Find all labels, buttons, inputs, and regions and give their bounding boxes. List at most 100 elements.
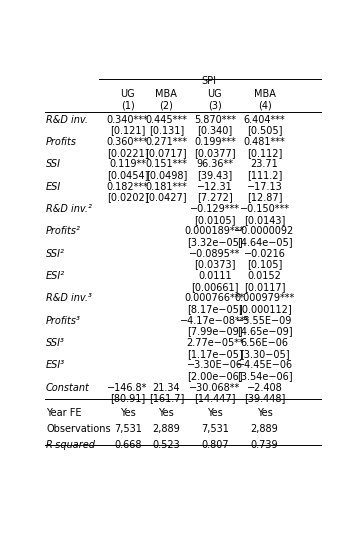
Text: [80.91]: [80.91] [110,393,145,403]
Text: [7.272]: [7.272] [197,193,233,203]
Text: −0.0216: −0.0216 [243,249,286,259]
Text: [0.0377]: [0.0377] [194,148,236,158]
Text: SSI³: SSI³ [46,338,65,348]
Text: −0.0000092: −0.0000092 [235,227,295,237]
Text: (3): (3) [208,100,222,110]
Text: [12.87]: [12.87] [247,193,282,203]
Text: −30.068**: −30.068** [189,383,240,393]
Text: 7,531: 7,531 [201,424,229,434]
Text: 2,889: 2,889 [152,424,180,434]
Text: [0.0427]: [0.0427] [146,193,187,203]
Text: Yes: Yes [257,408,272,418]
Text: [4.64e−05]: [4.64e−05] [237,237,292,247]
Text: 0.000189***: 0.000189*** [185,227,245,237]
Text: 0.271***: 0.271*** [145,137,187,147]
Text: −0.0895**: −0.0895** [189,249,241,259]
Text: 6.404***: 6.404*** [244,114,286,124]
Text: [0.121]: [0.121] [110,126,145,136]
Text: Yes: Yes [207,408,223,418]
Text: [0.0373]: [0.0373] [194,259,236,270]
Text: (1): (1) [121,100,135,110]
Text: ESI: ESI [46,182,61,192]
Text: Profits³: Profits³ [46,316,81,326]
Text: UG: UG [120,89,135,99]
Text: 0.668: 0.668 [114,440,141,450]
Text: R&D inv.: R&D inv. [46,114,88,124]
Text: Profits²: Profits² [46,227,81,237]
Text: 0.523: 0.523 [152,440,180,450]
Text: [0.0117]: [0.0117] [244,282,285,292]
Text: −12.31: −12.31 [197,182,233,192]
Text: SPI: SPI [202,76,217,86]
Text: [0.505]: [0.505] [247,126,282,136]
Text: Observations: Observations [46,424,111,434]
Text: 6.56E−06: 6.56E−06 [241,338,288,348]
Text: 0.181***: 0.181*** [146,182,187,192]
Text: [111.2]: [111.2] [247,170,282,180]
Text: −4.45E−06: −4.45E−06 [237,360,293,371]
Text: R&D inv.²: R&D inv.² [46,204,92,214]
Text: −5.55E−09: −5.55E−09 [236,316,293,326]
Text: [39.43]: [39.43] [197,170,232,180]
Text: −3.30E−06: −3.30E−06 [187,360,243,371]
Text: 0.340***: 0.340*** [107,114,149,124]
Text: −146.8*: −146.8* [107,383,148,393]
Text: ESI²: ESI² [46,271,65,281]
Text: 23.71: 23.71 [251,160,278,169]
Text: 0.199***: 0.199*** [194,137,236,147]
Text: 0.119**: 0.119** [109,160,146,169]
Text: [3.54e−06]: [3.54e−06] [237,371,292,381]
Text: (4): (4) [258,100,271,110]
Text: [0.131]: [0.131] [149,126,184,136]
Text: 0.0152: 0.0152 [248,271,282,281]
Text: −4.17e−08***: −4.17e−08*** [180,316,250,326]
Text: Yes: Yes [120,408,136,418]
Text: [14.447]: [14.447] [194,393,236,403]
Text: R&D inv.³: R&D inv.³ [46,294,92,304]
Text: [0.0202]: [0.0202] [107,193,149,203]
Text: [0.340]: [0.340] [197,126,232,136]
Text: MBA: MBA [253,89,276,99]
Text: R-squared: R-squared [46,440,96,450]
Text: [0.0498]: [0.0498] [146,170,187,180]
Text: Profits: Profits [46,137,77,147]
Text: [0.105]: [0.105] [247,259,282,270]
Text: 5.870***: 5.870*** [194,114,236,124]
Text: 0.151***: 0.151*** [145,160,187,169]
Text: [0.0717]: [0.0717] [146,148,187,158]
Text: (2): (2) [160,100,173,110]
Text: ESI³: ESI³ [46,360,65,371]
Text: [4.65e−09]: [4.65e−09] [237,326,292,336]
Text: UG: UG [207,89,222,99]
Text: [3.32e−05]: [3.32e−05] [187,237,243,247]
Text: 0.0111: 0.0111 [198,271,232,281]
Text: [0.0143]: [0.0143] [244,215,285,225]
Text: 0.445***: 0.445*** [145,114,187,124]
Text: −2.408: −2.408 [247,383,282,393]
Text: [0.00661]: [0.00661] [191,282,238,292]
Text: SSI: SSI [46,160,61,169]
Text: 21.34: 21.34 [152,383,180,393]
Text: MBA: MBA [155,89,177,99]
Text: −0.150***: −0.150*** [240,204,290,214]
Text: 2,889: 2,889 [251,424,278,434]
Text: 0.739: 0.739 [251,440,278,450]
Text: 0.360***: 0.360*** [107,137,149,147]
Text: [2.00e−06]: [2.00e−06] [187,371,243,381]
Text: Yes: Yes [159,408,174,418]
Text: [0.0105]: [0.0105] [194,215,236,225]
Text: 0.000979***: 0.000979*** [235,294,295,304]
Text: 0.182***: 0.182*** [107,182,149,192]
Text: [0.0454]: [0.0454] [107,170,149,180]
Text: 96.36**: 96.36** [196,160,233,169]
Text: 2.77e−05**: 2.77e−05** [186,338,244,348]
Text: 0.807: 0.807 [201,440,228,450]
Text: Year FE: Year FE [46,408,81,418]
Text: −17.13: −17.13 [247,182,282,192]
Text: [3.30−05]: [3.30−05] [240,349,290,359]
Text: [161.7]: [161.7] [149,393,184,403]
Text: 0.000766***: 0.000766*** [185,294,245,304]
Text: [0.000112]: [0.000112] [238,304,291,314]
Text: SSI²: SSI² [46,249,65,259]
Text: [0.0221]: [0.0221] [107,148,149,158]
